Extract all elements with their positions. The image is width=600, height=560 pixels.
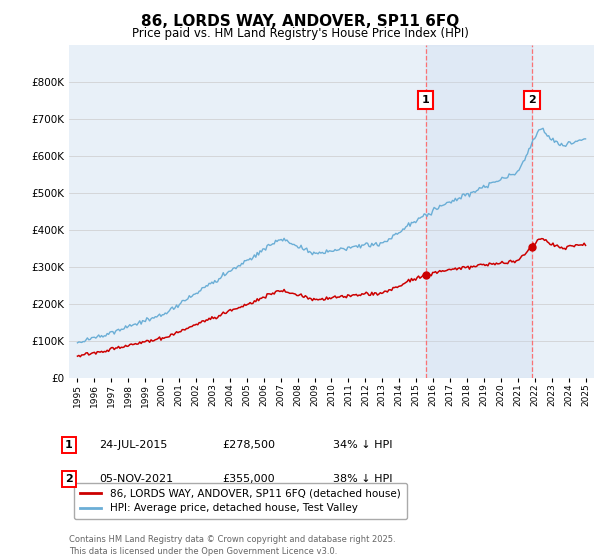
Text: Contains HM Land Registry data © Crown copyright and database right 2025.
This d: Contains HM Land Registry data © Crown c… xyxy=(69,535,395,556)
Text: 86, LORDS WAY, ANDOVER, SP11 6FQ: 86, LORDS WAY, ANDOVER, SP11 6FQ xyxy=(141,14,459,29)
Text: 2: 2 xyxy=(65,474,73,484)
Text: 2: 2 xyxy=(528,95,536,105)
Text: 1: 1 xyxy=(65,440,73,450)
Text: 34% ↓ HPI: 34% ↓ HPI xyxy=(333,440,392,450)
Text: £355,000: £355,000 xyxy=(222,474,275,484)
Text: 38% ↓ HPI: 38% ↓ HPI xyxy=(333,474,392,484)
Bar xyxy=(425,45,532,378)
Legend: 86, LORDS WAY, ANDOVER, SP11 6FQ (detached house), HPI: Average price, detached : 86, LORDS WAY, ANDOVER, SP11 6FQ (detach… xyxy=(74,483,407,519)
Text: 24-JUL-2015: 24-JUL-2015 xyxy=(99,440,167,450)
Text: 1: 1 xyxy=(422,95,430,105)
Text: £278,500: £278,500 xyxy=(222,440,275,450)
Text: 05-NOV-2021: 05-NOV-2021 xyxy=(99,474,173,484)
Text: Price paid vs. HM Land Registry's House Price Index (HPI): Price paid vs. HM Land Registry's House … xyxy=(131,27,469,40)
